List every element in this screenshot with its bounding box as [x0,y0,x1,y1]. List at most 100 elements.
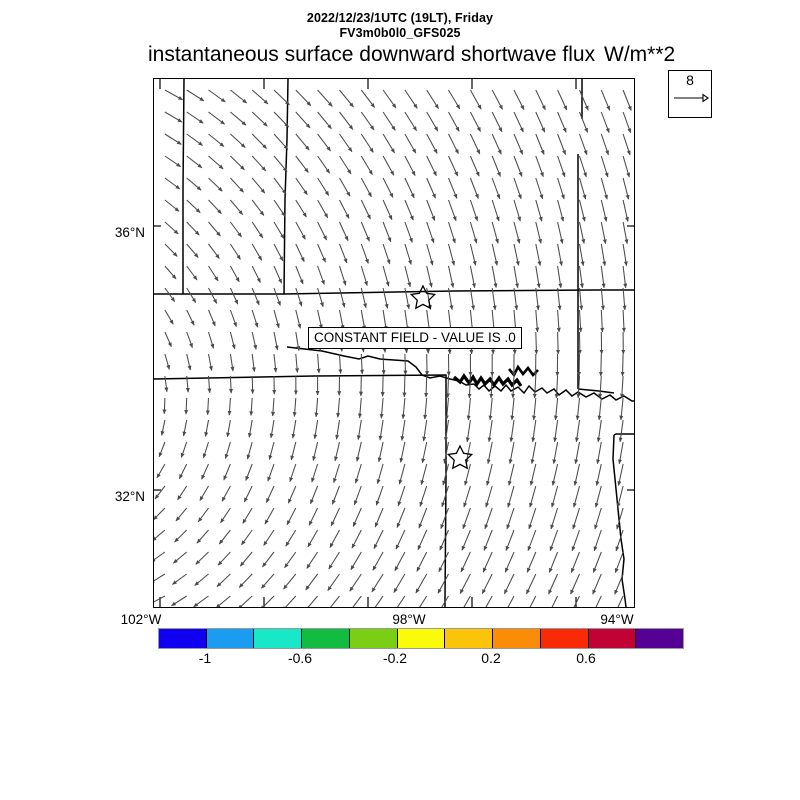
wind-vector [339,243,348,264]
wind-vector [486,463,493,486]
wind-vector [575,397,581,421]
wind-vector [491,177,501,200]
wind-vector [532,397,537,421]
wind-vector [491,243,499,266]
colorbar-swatch-10[interactable] [636,629,684,648]
wind-vector [491,111,503,133]
wind-vector [273,309,280,329]
wind-vector [504,551,515,573]
wind-vector [553,419,559,443]
station-markers [409,284,474,470]
wind-vector [317,243,326,263]
wind-vector [186,265,198,281]
wind-vector [557,287,562,311]
wind-vector [491,155,501,177]
wind-vector [507,485,515,508]
wind-vector [273,199,286,217]
wind-vector [186,111,204,124]
wind-vector [535,111,546,133]
wind-vector [548,573,559,595]
wind-vector [360,177,372,198]
wind-vector [295,133,310,151]
wind-vector [354,463,362,484]
colorbar-swatch-2[interactable] [254,629,303,648]
wind-vector [404,155,416,176]
wind-vector [360,111,375,131]
colorbar-swatch-6[interactable] [445,629,494,648]
wind-vector [622,177,630,200]
colorbar-swatch-4[interactable] [349,629,398,648]
wind-vector [317,309,323,330]
wind-vector [442,463,450,486]
wind-vector [551,595,559,607]
wind-vector [230,133,246,148]
wind-vector [535,89,546,111]
wind-vector [469,177,479,199]
wind-vector [513,243,520,267]
wind-vector [485,595,493,607]
wind-vector [439,529,449,551]
colorbar-swatch-8[interactable] [540,629,589,648]
colorbar-swatch-5[interactable] [397,629,446,648]
colorbar-swatch-7[interactable] [493,629,541,648]
wind-vector [447,287,454,311]
wind-vector [505,529,515,551]
wind-vector [317,155,331,174]
wind-vector [578,243,585,267]
wind-vector [491,133,502,155]
colorbar-swatch-0[interactable] [159,629,207,648]
wind-vector [273,265,283,284]
wind-vector [503,573,515,595]
wind-vector [164,177,181,190]
wind-vector [469,265,476,289]
wind-vector [262,551,275,568]
wind-vector [229,309,237,328]
wind-vector [339,133,353,153]
wind-vector [249,397,254,417]
map-vector-canvas [154,79,634,607]
wind-vector [186,353,192,371]
wind-vector [557,221,564,245]
constant-field-annotation: CONSTANT FIELD - VALUE IS .0 [308,327,522,349]
wind-vector [578,265,584,289]
wind-vector [421,441,428,464]
wind-vector [352,507,362,527]
wind-vector [487,419,493,443]
wind-vector [513,221,521,244]
wind-vector [229,243,241,260]
wind-vector [557,155,566,178]
wind-vector [573,595,580,607]
wind-vector [360,243,369,264]
wind-vector [416,551,428,572]
wind-vector [286,507,297,526]
wind-vector [164,375,169,393]
wind-vector [376,463,384,485]
wind-vector [509,419,515,443]
wind-vector [382,265,390,287]
wind-vector [592,551,602,573]
wind-vector [229,375,233,394]
wind-vector [535,177,544,200]
colorbar-swatch-3[interactable] [302,629,350,648]
wind-vector [444,397,450,421]
wind-vector [426,265,433,288]
wind-vector [273,133,289,150]
wind-vector [164,111,183,123]
wind-vector [207,353,213,372]
wind-vector [444,419,450,442]
wind-vector [419,595,428,607]
wind-vector [250,375,255,395]
wind-vector [557,265,563,289]
map-plot-area[interactable] [153,78,635,608]
wind-vector [620,353,625,377]
colorbar[interactable] [158,628,684,649]
colorbar-swatch-9[interactable] [588,629,637,648]
wind-vector [175,507,188,522]
wind-vector [229,287,239,305]
wind-vector [289,463,297,483]
colorbar-swatch-1[interactable] [206,629,255,648]
wind-vector [445,375,450,399]
wind-vector [508,441,515,465]
wind-vector [215,595,231,607]
wind-vector [317,221,328,241]
